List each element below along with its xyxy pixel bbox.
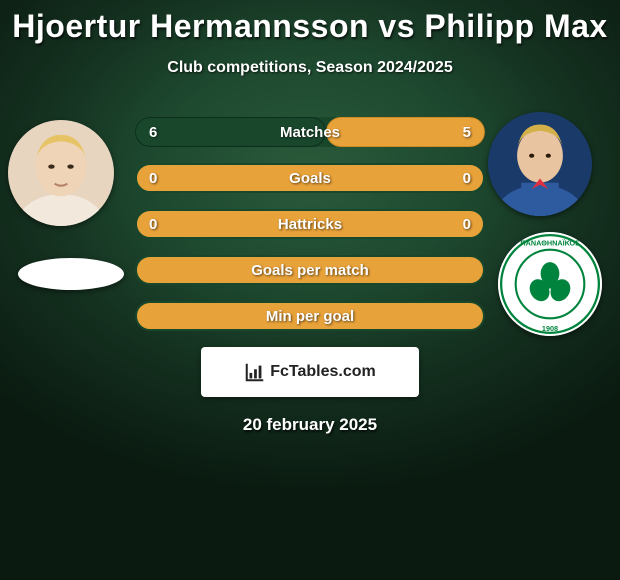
stat-bar: Hattricks00 bbox=[135, 209, 485, 239]
svg-text:ΠΑΝΑΘΗΝΑΪΚΟΣ: ΠΑΝΑΘΗΝΑΪΚΟΣ bbox=[520, 239, 580, 248]
content-wrapper: Hjoertur Hermannsson vs Philipp Max Club… bbox=[0, 0, 620, 580]
svg-text:1908: 1908 bbox=[542, 324, 558, 333]
player-left-club-logo bbox=[18, 258, 124, 290]
page-title: Hjoertur Hermannsson vs Philipp Max bbox=[0, 8, 620, 45]
stat-value-right: 0 bbox=[463, 163, 471, 193]
stat-bar: Matches65 bbox=[135, 117, 485, 147]
player-left-photo bbox=[8, 120, 114, 226]
date-label: 20 february 2025 bbox=[0, 415, 620, 435]
stat-value-right: 0 bbox=[463, 209, 471, 239]
stat-bar: Goals00 bbox=[135, 163, 485, 193]
comparison-bars: Matches65Goals00Hattricks00Goals per mat… bbox=[135, 117, 485, 331]
player-right-photo bbox=[488, 112, 592, 216]
stat-bar: Min per goal bbox=[135, 301, 485, 331]
stat-value-left: 6 bbox=[149, 117, 157, 147]
chart-icon bbox=[244, 361, 266, 383]
stat-value-left: 0 bbox=[149, 163, 157, 193]
brand-text: FcTables.com bbox=[270, 363, 376, 381]
stat-value-right: 5 bbox=[463, 117, 471, 147]
player-right-club-logo: ΠΑΝΑΘΗΝΑΪΚΟΣ 1908 bbox=[498, 232, 602, 336]
subtitle: Club competitions, Season 2024/2025 bbox=[0, 59, 620, 77]
stat-bar: Goals per match bbox=[135, 255, 485, 285]
stat-value-left: 0 bbox=[149, 209, 157, 239]
brand-badge: FcTables.com bbox=[201, 347, 419, 397]
